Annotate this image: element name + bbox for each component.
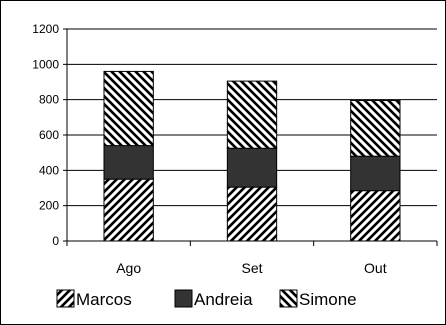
- y-tick-labels: 0 200 400 600 800 1000 1200: [32, 22, 59, 248]
- y-tick-label: 0: [52, 234, 59, 248]
- legend-swatch-marcos: [56, 289, 75, 308]
- bar-andreia-out: [350, 155, 401, 192]
- legend-label-marcos: Marcos: [76, 290, 132, 309]
- x-tick-label: Out: [364, 260, 387, 276]
- bar-andreia-set: [226, 147, 278, 188]
- legend-swatch-andreia: [174, 289, 193, 308]
- y-tick-label: 200: [39, 199, 59, 213]
- bar-marcos-set: [226, 186, 278, 242]
- x-tick-label: Ago: [116, 260, 141, 276]
- bar-marcos-out: [350, 190, 401, 242]
- x-tick-label: Set: [241, 260, 262, 276]
- legend-label-simone: Simone: [299, 290, 357, 309]
- bars: [103, 70, 401, 242]
- y-tick-label: 400: [39, 163, 59, 177]
- bar-simone-set: [226, 80, 278, 149]
- x-tick-labels: Ago Set Out: [116, 260, 387, 276]
- legend-swatch-simone: [279, 289, 298, 308]
- bar-andreia-ago: [103, 145, 154, 180]
- y-tick-label: 800: [39, 93, 59, 107]
- legend: Marcos Andreia Simone: [56, 289, 357, 309]
- y-tick-label: 600: [39, 128, 59, 142]
- bar-simone-out: [350, 100, 401, 157]
- bar-marcos-ago: [103, 178, 154, 242]
- y-tick-label: 1200: [32, 22, 59, 36]
- y-tick-label: 1000: [32, 57, 59, 71]
- legend-label-andreia: Andreia: [194, 290, 253, 309]
- bar-simone-ago: [103, 70, 154, 147]
